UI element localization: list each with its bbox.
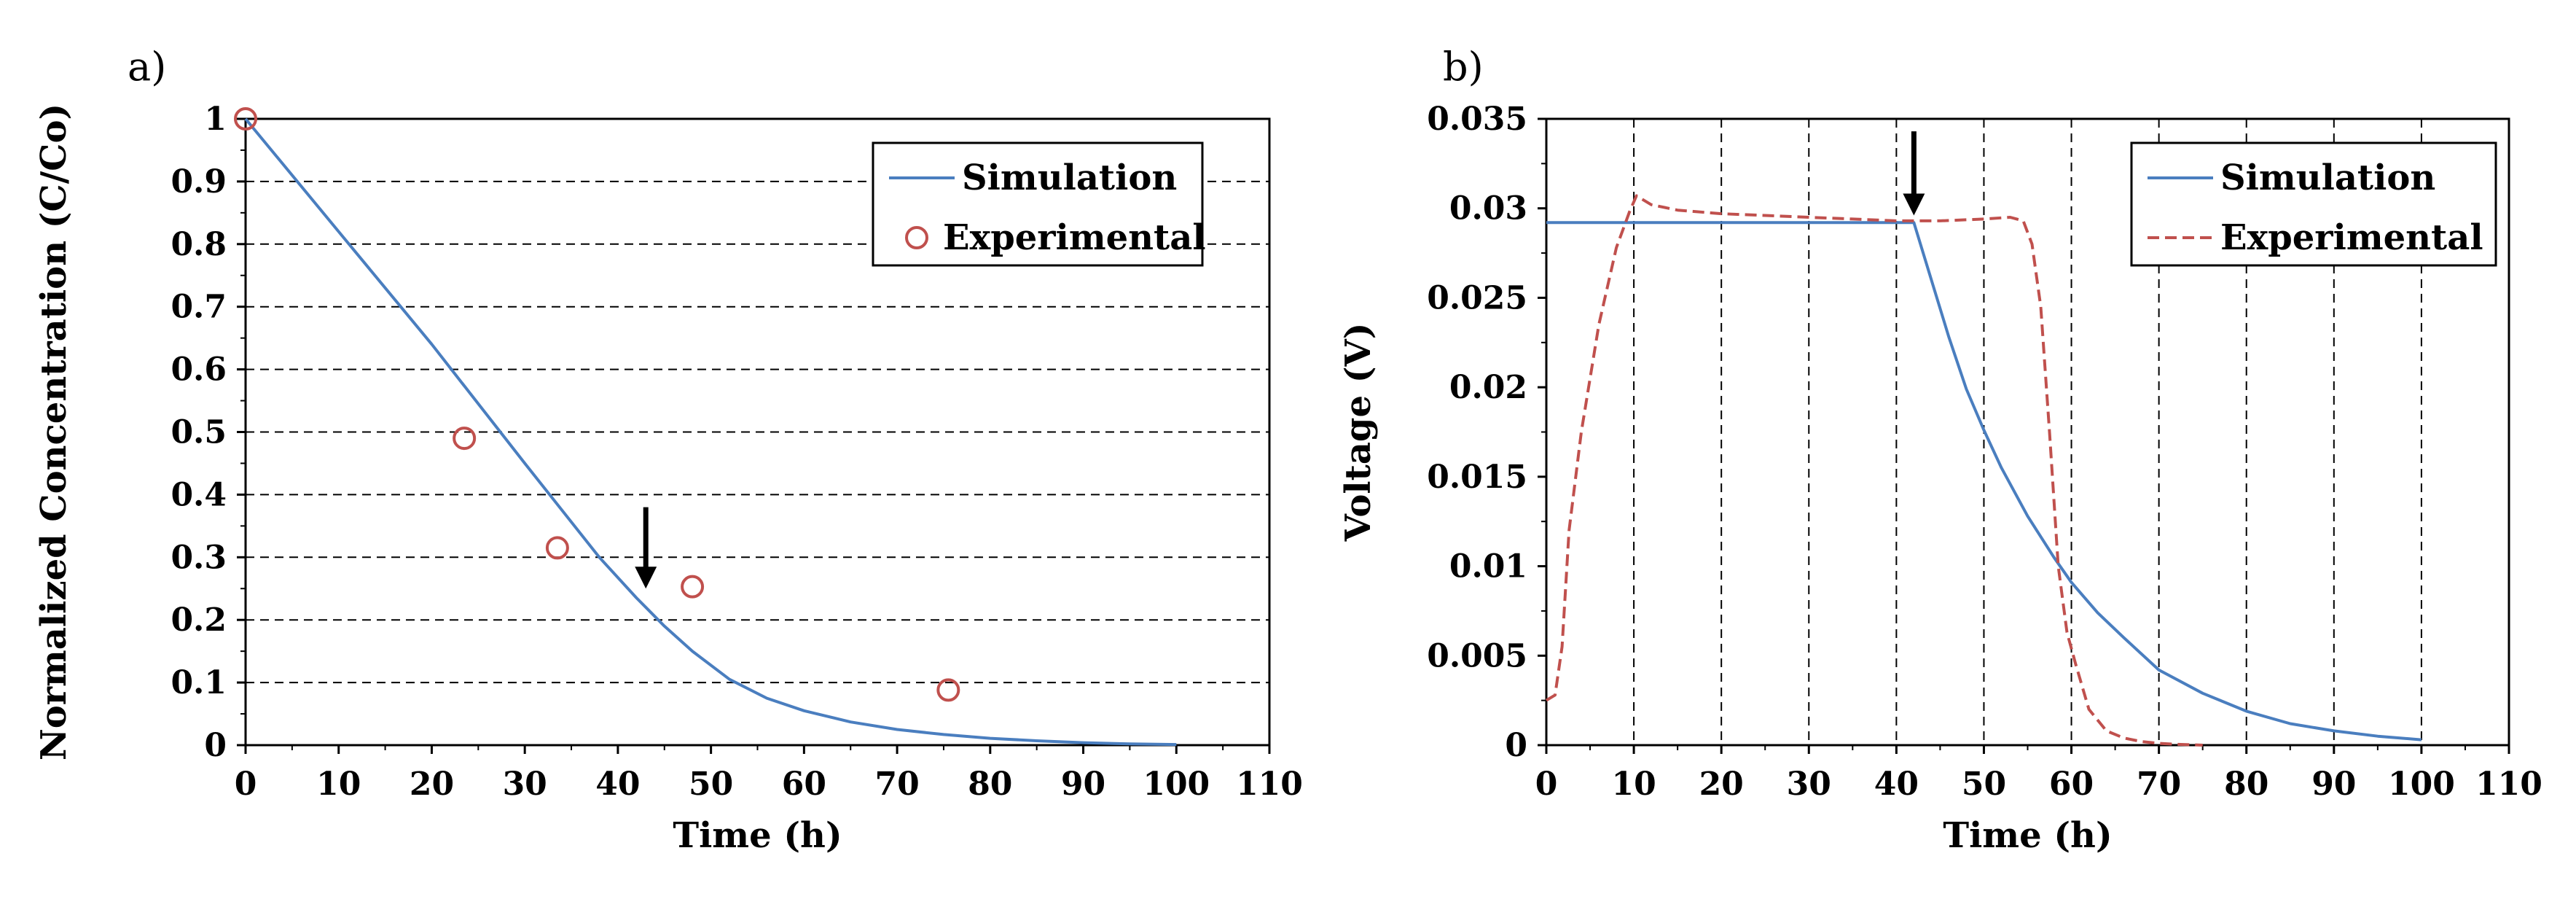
x-tick-label: 90 xyxy=(1061,766,1105,803)
panel-label: a) xyxy=(128,44,166,90)
y-tick-label: 0.9 xyxy=(171,163,227,201)
y-tick-label: 0.8 xyxy=(171,226,227,263)
x-tick-label: 60 xyxy=(782,766,826,803)
y-tick-label: 1 xyxy=(204,101,227,138)
y-tick-label: 0.035 xyxy=(1427,101,1527,138)
y-tick-label: 0.01 xyxy=(1449,548,1527,585)
y-tick-label: 0.7 xyxy=(171,289,227,326)
x-tick-label: 60 xyxy=(2049,766,2094,803)
x-tick-label: 40 xyxy=(1874,766,1919,803)
x-tick-label: 110 xyxy=(2475,766,2542,803)
series-line-simulation xyxy=(1546,221,2422,742)
x-tick-label: 0 xyxy=(1535,766,1558,803)
series-line-experimental xyxy=(1545,194,2203,747)
legend-label: Simulation xyxy=(2220,157,2435,198)
x-tick-label: 0 xyxy=(235,766,257,803)
x-tick-label: 110 xyxy=(1236,766,1303,803)
x-tick-label: 50 xyxy=(1962,766,2006,803)
x-tick-label: 50 xyxy=(689,766,733,803)
x-axis-label: Time (h) xyxy=(673,815,842,856)
legend-box xyxy=(2130,141,2497,267)
series-line-simulation xyxy=(244,117,1177,747)
data-point-experimental xyxy=(234,107,257,131)
x-tick-label: 100 xyxy=(1143,766,1210,803)
x-tick-label: 40 xyxy=(595,766,640,803)
chart-b: b) 0 10 20 30 40 50 60 70 80 90 100 110 0 0.005 0.01 0.0… xyxy=(1338,44,2542,856)
y-tick-label: 0.015 xyxy=(1427,459,1527,496)
y-tick-label: 0.3 xyxy=(171,539,227,576)
x-tick-label: 90 xyxy=(2311,766,2356,803)
y-tick-label: 0 xyxy=(204,727,227,764)
x-tick-label: 30 xyxy=(503,766,547,803)
y-tick-label: 0.025 xyxy=(1427,279,1527,316)
x-tick-label: 10 xyxy=(1611,766,1656,803)
y-tick-label: 0.5 xyxy=(171,414,227,451)
x-tick-label: 70 xyxy=(874,766,919,803)
y-tick-label: 0.03 xyxy=(1449,190,1527,227)
x-tick-label: 100 xyxy=(2388,766,2455,803)
x-axis-label: Time (h) xyxy=(1943,815,2112,856)
y-tick-label: 0.4 xyxy=(171,476,227,513)
x-tick-label: 80 xyxy=(968,766,1012,803)
chart-a: a) 0 10 20 30 40 50 60 70 80 90 100 110 0 0.1 0.2 0.3 0.4… xyxy=(34,44,1303,856)
arrow-head xyxy=(635,567,657,589)
legend-label: Simulation xyxy=(962,157,1177,198)
x-tick-label: 20 xyxy=(1699,766,1744,803)
y-tick-label: 0.2 xyxy=(171,602,227,639)
y-tick-label: 0 xyxy=(1505,727,1527,764)
x-tick-label: 20 xyxy=(410,766,454,803)
legend-box xyxy=(872,141,1204,267)
legend-label: Experimental xyxy=(2220,217,2483,258)
y-tick-label: 0.02 xyxy=(1449,369,1527,406)
panel-label: b) xyxy=(1443,44,1484,90)
data-point-experimental xyxy=(545,536,569,560)
data-point-experimental xyxy=(681,575,705,599)
x-tick-label: 30 xyxy=(1787,766,1831,803)
data-point-experimental xyxy=(453,427,477,451)
arrow-head xyxy=(1903,193,1925,216)
y-tick-label: 0.005 xyxy=(1427,637,1527,674)
legend-label: Experimental xyxy=(943,217,1206,258)
data-point-experimental xyxy=(936,678,960,702)
y-tick-label: 0.1 xyxy=(171,664,227,701)
y-axis-label: Normalized Concentration (C/Co) xyxy=(34,104,74,760)
x-tick-label: 70 xyxy=(2137,766,2181,803)
y-tick-label: 0.6 xyxy=(171,351,227,389)
x-tick-label: 10 xyxy=(316,766,361,803)
x-tick-label: 80 xyxy=(2224,766,2268,803)
legend-marker-experimental xyxy=(905,226,928,249)
y-axis-label: Voltage (V) xyxy=(1338,323,1379,542)
